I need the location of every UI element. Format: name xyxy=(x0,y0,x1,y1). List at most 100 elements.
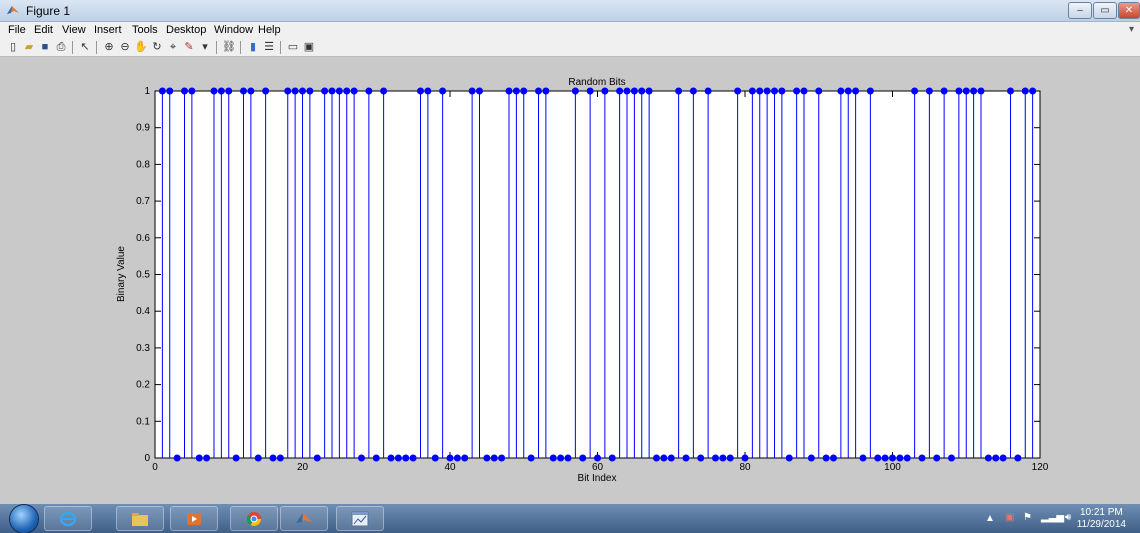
stem-marker xyxy=(977,87,985,95)
insert-legend-icon[interactable]: ☰ xyxy=(264,41,274,53)
stem-marker xyxy=(468,87,476,95)
stem-marker xyxy=(601,87,609,95)
file-explorer-button[interactable] xyxy=(116,506,164,531)
stem-marker xyxy=(571,87,579,95)
menu-overflow-icon[interactable]: ▾ xyxy=(1128,24,1134,35)
menu-insert[interactable]: Insert xyxy=(94,24,122,36)
stem-marker xyxy=(793,87,801,95)
stem-marker xyxy=(498,454,506,462)
stem-marker xyxy=(660,454,668,462)
start-button[interactable] xyxy=(10,505,38,533)
stem-marker xyxy=(158,87,166,95)
stem-marker xyxy=(306,87,314,95)
stem-marker xyxy=(166,87,174,95)
stem-marker xyxy=(741,454,749,462)
stem-marker xyxy=(313,454,321,462)
matlab-button[interactable] xyxy=(280,506,328,531)
stem-marker xyxy=(262,87,270,95)
edit-plot-arrow-icon[interactable]: ↖ xyxy=(80,41,90,53)
stem-marker xyxy=(837,87,845,95)
stem-marker xyxy=(748,87,756,95)
network-status-icon[interactable]: ▣ xyxy=(1005,512,1015,523)
brush-icon[interactable]: ✎ xyxy=(184,41,194,53)
system-tray: ▲ ▣ ⚑ ▂▃▅ 🔊︎ 10:21 PM 11/29/2014 xyxy=(925,504,1140,533)
menu-view[interactable]: View xyxy=(62,24,86,36)
stem-marker xyxy=(807,454,815,462)
stem-marker xyxy=(409,454,417,462)
show-hidden-icons-icon[interactable]: ▲ xyxy=(985,513,995,524)
menu-window[interactable]: Window xyxy=(214,24,254,36)
menu-help[interactable]: Help xyxy=(258,24,281,36)
windows-taskbar: ▲ ▣ ⚑ ▂▃▅ 🔊︎ 10:21 PM 11/29/2014 xyxy=(0,504,1140,533)
rotate-3d-icon[interactable]: ↻ xyxy=(152,41,162,53)
stem-marker xyxy=(911,87,919,95)
internet-explorer-button[interactable] xyxy=(44,506,92,531)
figure-window-button[interactable] xyxy=(336,506,384,531)
stem-marker xyxy=(321,87,329,95)
link-plot-icon[interactable]: ⛓ xyxy=(222,41,236,53)
window-title: Figure 1 xyxy=(26,4,71,18)
zoom-out-icon[interactable]: ⊖ xyxy=(120,41,130,53)
action-center-icon[interactable]: ⚑ xyxy=(1023,512,1032,523)
system-clock[interactable]: 10:21 PM 11/29/2014 xyxy=(1077,507,1126,531)
stem-marker xyxy=(181,87,188,95)
volume-icon[interactable]: 🔊︎ xyxy=(1065,512,1072,523)
insert-colorbar-icon[interactable]: ▮ xyxy=(249,41,257,53)
stem-marker xyxy=(173,454,181,462)
stem-marker xyxy=(586,87,594,95)
menu-bar: File Edit View Insert Tools Desktop Wind… xyxy=(0,22,1140,39)
stem-marker xyxy=(557,454,565,462)
internet-explorer-icon xyxy=(59,511,77,527)
stem-marker xyxy=(955,87,963,95)
stem-marker xyxy=(933,454,941,462)
stem-marker xyxy=(453,454,461,462)
stem-marker xyxy=(402,454,410,462)
stem-marker xyxy=(852,87,860,95)
figure-canvas: Random Bits Bit Index Binary Value 0 20 40… xyxy=(0,57,1140,504)
menu-edit[interactable]: Edit xyxy=(34,24,53,36)
chrome-button[interactable] xyxy=(230,506,278,531)
y-tick-label: 0 xyxy=(144,453,150,464)
stem-marker xyxy=(542,87,550,95)
save-icon[interactable]: ■ xyxy=(41,41,49,53)
zoom-in-icon[interactable]: ⊕ xyxy=(104,41,114,53)
stem-marker xyxy=(1007,87,1014,95)
open-file-icon[interactable]: ▰ xyxy=(24,41,34,53)
stem-marker xyxy=(675,87,683,95)
stem-marker xyxy=(431,454,439,462)
menu-file[interactable]: File xyxy=(8,24,26,36)
media-player-button[interactable] xyxy=(170,506,218,531)
new-figure-icon[interactable]: ▯ xyxy=(9,41,17,53)
data-cursor-icon[interactable]: ⌖ xyxy=(169,41,177,53)
stem-marker xyxy=(210,87,218,95)
stem-marker xyxy=(505,87,513,95)
stem-marker xyxy=(785,454,793,462)
stem-marker xyxy=(822,454,830,462)
pan-hand-icon[interactable]: ✋ xyxy=(134,41,148,53)
stem-marker xyxy=(461,454,469,462)
menu-tools[interactable]: Tools xyxy=(132,24,158,36)
stem-marker xyxy=(653,454,660,462)
stem-marker xyxy=(483,454,491,462)
x-tick-label: 20 xyxy=(297,462,309,473)
y-tick-label: 0.8 xyxy=(136,159,150,170)
brush-dropdown-icon[interactable]: ▾ xyxy=(202,41,208,53)
maximize-button[interactable]: ▭ xyxy=(1093,2,1117,19)
stem-plot: Random Bits Bit Index Binary Value 0 20 40… xyxy=(116,77,1049,484)
stem-marker xyxy=(594,454,601,462)
stem-marker xyxy=(830,454,837,462)
signal-strength-icon[interactable]: ▂▃▅ xyxy=(1041,512,1065,523)
matlab-app-icon xyxy=(7,6,19,14)
print-icon[interactable]: ⎙ xyxy=(56,41,66,53)
show-plot-tools-icon[interactable]: ▣ xyxy=(303,41,315,53)
menu-desktop[interactable]: Desktop xyxy=(166,24,207,36)
minimize-button[interactable]: – xyxy=(1068,2,1092,19)
hide-plot-tools-icon[interactable]: ▭ xyxy=(287,41,299,53)
close-button[interactable]: ✕ xyxy=(1118,2,1140,19)
stem-marker xyxy=(697,454,705,462)
stem-marker xyxy=(225,87,233,95)
stem-marker xyxy=(889,454,896,462)
stem-marker xyxy=(394,454,402,462)
stem-marker xyxy=(343,87,351,95)
window-titlebar[interactable]: Figure 1 – ▭ ✕ xyxy=(0,0,1140,22)
